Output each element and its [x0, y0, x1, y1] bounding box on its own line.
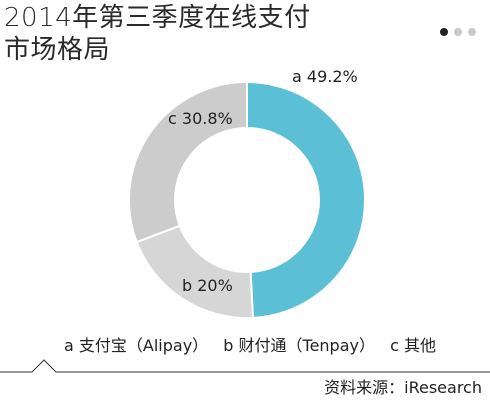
carousel-pager	[440, 28, 476, 36]
slice-label-a: a 49.2%	[292, 67, 358, 86]
donut-slice-a	[246, 80, 366, 319]
title-line-2: 市场格局	[4, 35, 111, 65]
legend-item-a: a 支付宝（Alipay）	[64, 336, 209, 355]
donut-slice-c	[128, 80, 248, 244]
slice-label-c: c 30.8%	[168, 109, 233, 128]
donut-chart: a 49.2% b 20% c 30.8%	[128, 67, 366, 319]
source-note: 资料来源：iResearch	[324, 378, 482, 397]
pager-dot-1[interactable]	[440, 28, 448, 36]
pager-dot-2[interactable]	[454, 28, 462, 36]
pager-dot-3[interactable]	[468, 28, 476, 36]
legend-item-b: b 财付通（Tenpay）	[223, 336, 375, 355]
chart-title: 2014年第三季度在线支付 市场格局	[4, 2, 311, 66]
donut-slice-b	[135, 224, 254, 319]
slice-label-b: b 20%	[182, 276, 233, 295]
legend: a 支付宝（Alipay） b 财付通（Tenpay） c 其他	[64, 332, 446, 356]
legend-pointer-divider	[0, 359, 490, 373]
legend-item-c: c 其他	[390, 336, 436, 355]
title-line-1: 2014年第三季度在线支付	[4, 3, 311, 33]
